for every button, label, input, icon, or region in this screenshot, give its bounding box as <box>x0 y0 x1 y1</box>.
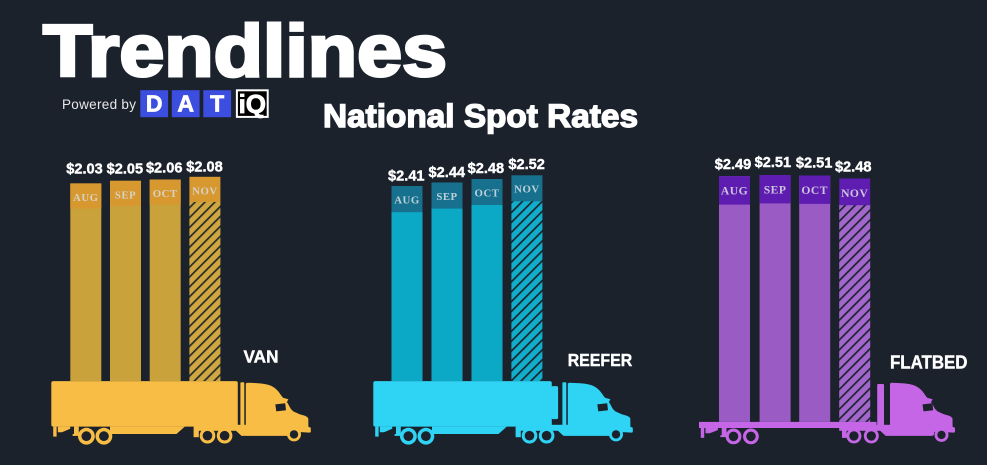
svg-text:OCT: OCT <box>475 187 500 199</box>
svg-text:AUG: AUG <box>73 192 99 204</box>
svg-text:T: T <box>210 91 224 117</box>
svg-text:SEP: SEP <box>115 190 136 202</box>
svg-text:D: D <box>146 91 163 117</box>
svg-text:Powered by: Powered by <box>62 97 136 112</box>
svg-text:$2.44: $2.44 <box>429 165 466 181</box>
svg-text:$2.52: $2.52 <box>508 157 545 173</box>
svg-text:$2.03: $2.03 <box>66 162 103 178</box>
svg-text:iQ: iQ <box>239 89 266 119</box>
svg-text:$2.51: $2.51 <box>796 156 833 172</box>
svg-text:SEP: SEP <box>436 191 457 203</box>
svg-text:SEP: SEP <box>764 184 787 197</box>
svg-text:AUG: AUG <box>721 185 748 198</box>
svg-text:A: A <box>177 91 194 117</box>
svg-text:NOV: NOV <box>841 187 868 200</box>
svg-text:AUG: AUG <box>394 195 420 207</box>
svg-text:NOV: NOV <box>514 184 540 196</box>
svg-text:FLATBED: FLATBED <box>890 353 968 373</box>
svg-text:$2.06: $2.06 <box>146 161 183 177</box>
svg-text:OCT: OCT <box>801 184 828 197</box>
svg-text:REEFER: REEFER <box>568 350 633 370</box>
svg-text:NOV: NOV <box>192 186 218 198</box>
svg-text:$2.49: $2.49 <box>715 157 752 173</box>
svg-text:$2.08: $2.08 <box>186 159 223 175</box>
svg-text:VAN: VAN <box>244 347 279 367</box>
svg-text:$2.41: $2.41 <box>388 169 425 185</box>
svg-text:OCT: OCT <box>153 188 178 200</box>
svg-text:$2.48: $2.48 <box>468 161 505 177</box>
svg-text:Trendlines: Trendlines <box>43 11 447 92</box>
svg-text:$2.05: $2.05 <box>107 161 144 177</box>
svg-text:$2.48: $2.48 <box>835 159 872 175</box>
svg-text:National Spot Rates: National Spot Rates <box>323 98 638 134</box>
svg-text:$2.51: $2.51 <box>755 155 792 171</box>
